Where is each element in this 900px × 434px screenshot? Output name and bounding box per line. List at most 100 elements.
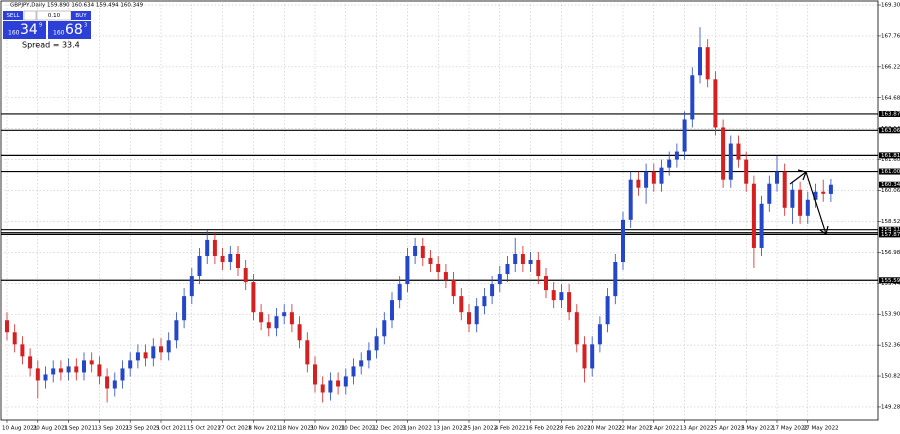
price-axis: 169.300167.760166.220164.680163.140161.6… — [2, 3, 900, 432]
candle-body — [528, 259, 533, 265]
candle-body — [551, 290, 556, 301]
x-tick-label: 25 Apr 2022 — [710, 426, 744, 432]
candle-body — [590, 344, 595, 369]
candle-body — [382, 320, 387, 337]
candle-body — [120, 368, 125, 381]
candle-body — [597, 324, 602, 345]
x-tick-label: 13 Jan 2022 — [433, 426, 466, 432]
x-tick-label: 17 May 2022 — [772, 426, 808, 432]
bid-sup: 9 — [39, 23, 42, 29]
x-tick-label: 20 Aug 2021 — [33, 426, 68, 432]
candle-body — [790, 189, 795, 208]
candle-body — [759, 203, 764, 248]
y-tick-label: 158.520 — [881, 219, 900, 225]
candle-body — [12, 332, 17, 345]
x-tick-label: 5 Oct 2021 — [156, 426, 187, 432]
level-label: 163.874 — [881, 111, 900, 117]
candle-body — [513, 253, 518, 265]
candle-body — [775, 171, 779, 184]
x-tick-label: 13 Sep 2021 — [94, 426, 129, 432]
candles — [5, 27, 833, 403]
sell-button[interactable] — [3, 11, 23, 20]
candle-body — [143, 352, 148, 359]
candle-body — [112, 380, 117, 389]
candle-body — [390, 300, 394, 321]
candle-body — [397, 284, 402, 301]
plot-frame — [0, 0, 879, 421]
x-tick-label: 22 Mar 2022 — [618, 426, 653, 432]
candle-body — [289, 312, 294, 325]
x-tick-label: 16 Feb 2022 — [526, 426, 560, 432]
trade-panel: SELL 0.10 BUY 160 34 9 160 68 3 Spread =… — [3, 10, 91, 50]
ask-sup: 3 — [84, 23, 87, 29]
y-tick-label: 150.820 — [881, 374, 900, 380]
candle-body — [428, 257, 433, 265]
candle-body — [544, 276, 548, 291]
candle-body — [474, 306, 479, 325]
x-tick-label: 1 Sep 2021 — [64, 426, 95, 432]
candle-body — [628, 179, 633, 220]
candle-body — [282, 312, 287, 317]
candle-body — [128, 360, 133, 369]
candle-body — [228, 253, 233, 263]
candle-body — [805, 199, 810, 216]
x-tick-label: 27 May 2022 — [803, 426, 839, 432]
x-tick-label: 13 Apr 2022 — [680, 426, 714, 432]
candle-body — [266, 322, 271, 329]
candle-body — [243, 268, 248, 283]
candle-body — [651, 171, 656, 184]
candle-body — [351, 366, 356, 377]
x-tick-label: 28 Feb 2022 — [556, 426, 590, 432]
level-tag — [879, 127, 900, 134]
candle-body — [366, 350, 371, 361]
candle-body — [751, 183, 756, 248]
x-tick-label: 3 Jan 2022 — [402, 426, 431, 432]
candle-body — [621, 219, 625, 263]
level-label: 155.590 — [881, 278, 900, 284]
level-tag — [879, 277, 900, 284]
candle-body — [374, 336, 379, 351]
candle-body — [443, 272, 448, 281]
candle-body — [467, 312, 471, 325]
candle-body — [74, 366, 79, 373]
bid-box[interactable] — [3, 21, 46, 39]
candle-body — [205, 239, 210, 256]
level-label: 157.875 — [881, 232, 900, 238]
candle-body — [482, 296, 487, 307]
x-tick-label: 10 Dec 2021 — [341, 426, 376, 432]
candle-body — [405, 255, 410, 285]
x-tick-label: 4 Feb 2022 — [495, 426, 526, 432]
bid-main: 34 — [20, 22, 38, 38]
candle-body — [297, 324, 302, 341]
candle-body — [320, 384, 325, 393]
candle-body — [459, 296, 464, 313]
candle-body — [97, 364, 102, 377]
x-tick-label: 10 Aug 2021 — [2, 426, 37, 432]
levels — [1, 113, 878, 281]
candle-body — [567, 292, 572, 313]
level-tag — [879, 226, 900, 233]
candle-body — [721, 127, 726, 180]
candle-body — [89, 360, 94, 365]
candle-body — [667, 159, 672, 168]
x-tick-label: 15 Oct 2021 — [187, 426, 221, 432]
candle-body — [166, 340, 171, 353]
candle-body — [798, 189, 803, 216]
candle-body — [659, 167, 664, 184]
candle-body — [582, 344, 587, 369]
candle-body — [274, 316, 279, 329]
candle-body — [212, 239, 217, 256]
candle-body — [343, 376, 348, 387]
x-tick-label: 1 Apr 2022 — [649, 426, 680, 432]
candle-body — [605, 296, 610, 325]
x-tick-label: 27 Oct 2021 — [218, 426, 252, 432]
candle-body — [51, 368, 56, 375]
candle-body — [644, 171, 649, 188]
ask-box[interactable] — [48, 21, 91, 39]
candle-body — [497, 274, 502, 285]
lot-arrow[interactable] — [23, 10, 37, 21]
buy-button[interactable] — [71, 11, 91, 20]
y-tick-label: 167.760 — [881, 33, 900, 39]
candle-body — [20, 344, 25, 357]
candle-body — [43, 374, 48, 381]
